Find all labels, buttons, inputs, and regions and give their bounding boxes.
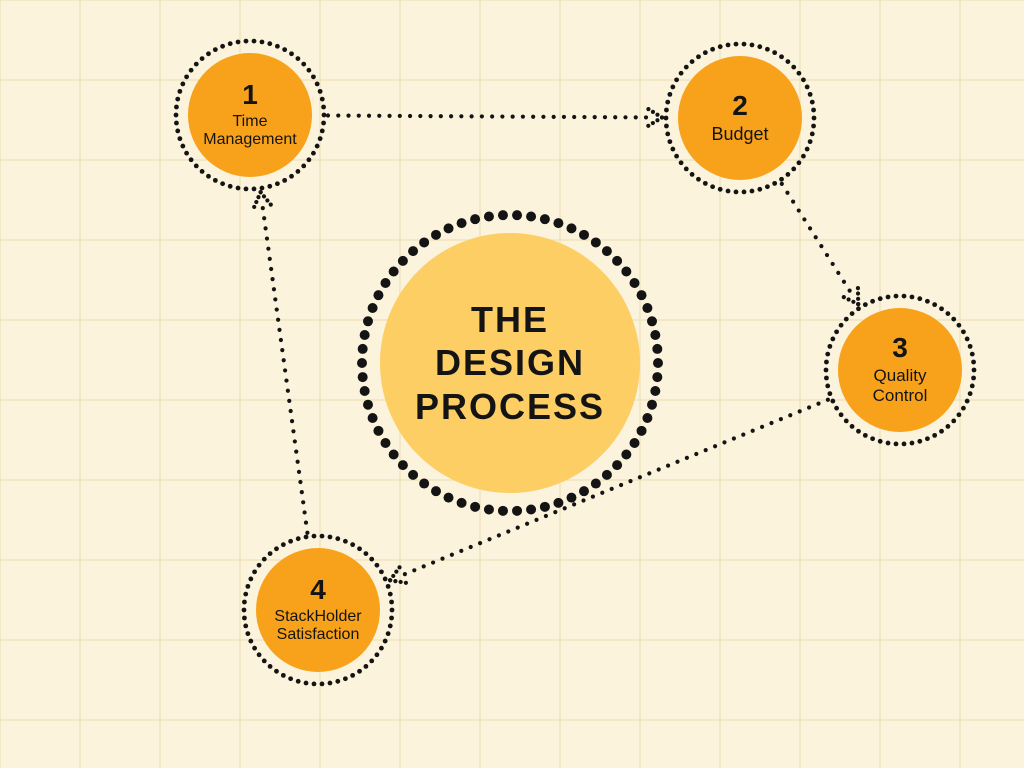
node-quality-control: 3 Quality Control <box>838 308 962 432</box>
node-budget: 2 Budget <box>678 56 802 180</box>
node-number: 4 <box>310 576 326 604</box>
node-label: Time Management <box>203 113 296 150</box>
node-stakeholder-satisfaction: 4 StackHolder Satisfaction <box>256 548 380 672</box>
center-circle: THE DESIGN PROCESS <box>380 233 640 493</box>
node-label: Quality Control <box>873 366 928 405</box>
diagram-canvas: THE DESIGN PROCESS 1 Time Management 2 Budg… <box>0 0 1024 768</box>
node-time-management: 1 Time Management <box>188 53 312 177</box>
node-number: 2 <box>732 92 748 120</box>
center-title: THE DESIGN PROCESS <box>415 298 605 428</box>
node-number: 3 <box>892 334 908 362</box>
node-label: Budget <box>711 124 768 145</box>
node-label: StackHolder Satisfaction <box>274 608 361 645</box>
node-number: 1 <box>242 81 258 109</box>
